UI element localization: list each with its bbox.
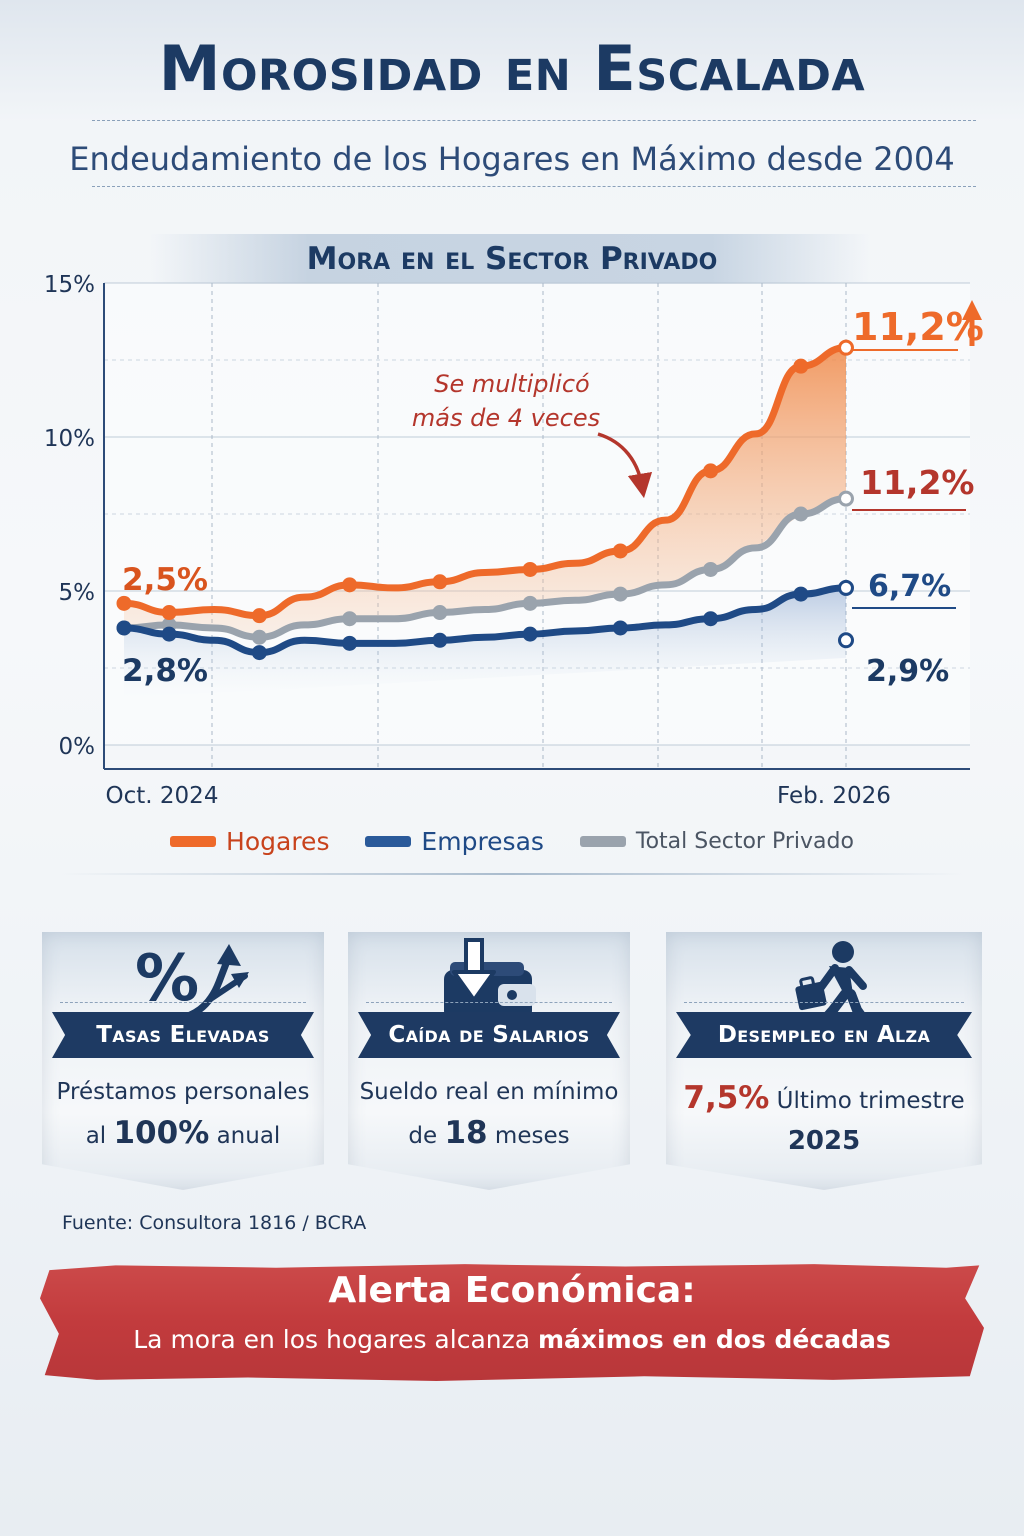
- data-point-empresas: [251, 645, 267, 661]
- card-salarios: [348, 932, 630, 1190]
- data-point-empresas: [161, 626, 177, 642]
- card-desempleo-line1: 7,5% Último trimestre: [683, 1080, 965, 1116]
- data-label-extra: 2,9%: [866, 654, 949, 689]
- data-point-extra: [838, 632, 854, 649]
- data-point-hogares: [342, 577, 358, 593]
- chart-areas: [124, 347, 846, 698]
- card-desempleo-title: Desempleo en Alza: [676, 1012, 972, 1058]
- annotation-line1: Se multiplicó: [434, 370, 589, 398]
- section-separator: [60, 873, 964, 875]
- data-point-empresas: [793, 586, 809, 602]
- annotation-arrow-icon: [597, 432, 653, 499]
- data-point-empresas: [116, 620, 132, 636]
- annotation-line2: más de 4 veces: [412, 404, 600, 432]
- x-tick-label: Oct. 2024: [106, 783, 219, 809]
- wallet-down-arrow-icon: [348, 938, 630, 1032]
- data-point-empresas: [838, 579, 854, 596]
- data-label-empresas-start: 2,8%: [122, 653, 208, 689]
- legend-item-empresas: Empresas: [365, 827, 544, 856]
- data-point-total-sector-privado: [838, 490, 854, 507]
- chart-legend: Hogares Empresas Total Sector Privado: [0, 824, 1024, 856]
- card-salarios-divider: [366, 1002, 612, 1003]
- data-point-total-sector-privado: [432, 605, 448, 621]
- y-tick-label: 5%: [59, 580, 96, 606]
- card-desempleo-text: 7,5% Último trimestre 2025: [666, 1075, 982, 1161]
- chart-title-banner: [150, 234, 870, 284]
- data-point-hogares: [793, 358, 809, 374]
- legend-item-hogares: Hogares: [170, 827, 329, 856]
- legend-label-hogares: Hogares: [226, 827, 330, 856]
- data-point-empresas: [522, 626, 538, 642]
- card-desempleo: [666, 932, 982, 1190]
- data-point-hogares: [116, 595, 132, 611]
- data-label-hogares-start: 2,5%: [122, 562, 208, 598]
- alert-banner: [40, 1264, 984, 1381]
- source-note: Fuente: Consultora 1816 / BCRA: [62, 1212, 367, 1234]
- data-point-hogares: [432, 574, 448, 590]
- chart-axes: 0% 5% 10% 15% Oct. 2024 Feb. 2026: [44, 272, 970, 809]
- card-tasas-line1: Préstamos personales: [56, 1079, 310, 1105]
- data-point-empresas: [342, 635, 358, 651]
- data-point-hogares: [612, 543, 628, 559]
- card-tasas-line2: al 100% anual: [85, 1114, 281, 1151]
- data-point-empresas: [432, 632, 448, 648]
- data-point-hogares: [161, 605, 177, 621]
- card-desempleo-divider: [684, 1002, 964, 1003]
- series-line-total-sector-privado: [120, 495, 850, 641]
- svg-text:%: %: [135, 942, 199, 1016]
- legend-swatch-empresas: [365, 836, 412, 847]
- data-point-total-sector-privado: [251, 629, 267, 645]
- data-point-total-sector-privado: [793, 506, 809, 522]
- card-tasas-title: Tasas Elevadas: [52, 1012, 314, 1058]
- y-tick-label: 10%: [44, 426, 95, 452]
- data-point-total-sector-privado: [522, 595, 538, 611]
- legend-swatch-hogares: [170, 836, 217, 847]
- legend-item-total: Total Sector Privado: [579, 829, 854, 854]
- page-title: Morosidad en Escalada: [158, 32, 866, 105]
- data-point-empresas: [703, 611, 719, 627]
- legend-label-empresas: Empresas: [421, 827, 544, 856]
- data-point-total-sector-privado: [703, 561, 719, 577]
- area-empresas: [124, 587, 846, 698]
- y-tick-label: 0%: [59, 734, 96, 760]
- alert-title: Alerta Económica:: [328, 1270, 696, 1311]
- data-label-empresas-end: 6,7%: [868, 569, 951, 604]
- data-point-hogares: [838, 339, 854, 356]
- legend-swatch-total: [579, 836, 626, 847]
- data-label-hogares-end: 11,2%: [852, 305, 984, 349]
- data-point-hogares: [522, 561, 538, 577]
- x-tick-label: Feb. 2026: [777, 783, 891, 809]
- page-subtitle: Endeudamiento de los Hogares en Máximo d…: [69, 140, 955, 178]
- data-point-hogares: [703, 463, 719, 479]
- title-rule-top: [92, 120, 976, 121]
- legend-label-total: Total Sector Privado: [635, 829, 854, 854]
- card-tasas-text: Préstamos personales al 100% anual: [42, 1075, 324, 1156]
- y-tick-label: 15%: [44, 272, 95, 298]
- title-rule-bottom: [92, 186, 976, 187]
- line-chart: 0% 5% 10% 15% Oct. 2024 Feb. 2026 2,5% 2,8% 11,…: [44, 272, 984, 809]
- data-point-total-sector-privado: [612, 586, 628, 602]
- percent-arrow-up-icon: %: [42, 938, 324, 1032]
- alert-text: La mora en los hogares alcanza máximos e…: [133, 1325, 891, 1354]
- up-arrow-icon: [962, 300, 982, 320]
- chart-series: [116, 339, 854, 661]
- card-desempleo-line2: 2025: [787, 1125, 861, 1156]
- area-hogares: [124, 347, 846, 638]
- card-salarios-text: Sueldo real en mínimo de 18 meses: [348, 1075, 630, 1156]
- card-salarios-title: Caída de Salarios: [358, 1012, 620, 1058]
- card-salarios-line1: Sueldo real en mínimo: [359, 1079, 619, 1105]
- data-point-empresas: [612, 620, 628, 636]
- data-label-total-end: 11,2%: [860, 463, 975, 502]
- card-tasas-divider: [60, 1002, 306, 1003]
- card-tasas: %: [42, 932, 324, 1190]
- card-salarios-line2: de 18 meses: [408, 1114, 570, 1151]
- walking-person-briefcase-icon: [666, 938, 982, 1032]
- data-point-total-sector-privado: [342, 611, 358, 627]
- chart-labels: 2,5% 2,8% 11,2% 11,2% 6,7% 2,9% Se multiplicó m…: [122, 300, 984, 689]
- chart-title: Mora en el Sector Privado: [306, 241, 718, 277]
- data-point-hogares: [251, 608, 267, 624]
- series-line-empresas: [120, 584, 850, 657]
